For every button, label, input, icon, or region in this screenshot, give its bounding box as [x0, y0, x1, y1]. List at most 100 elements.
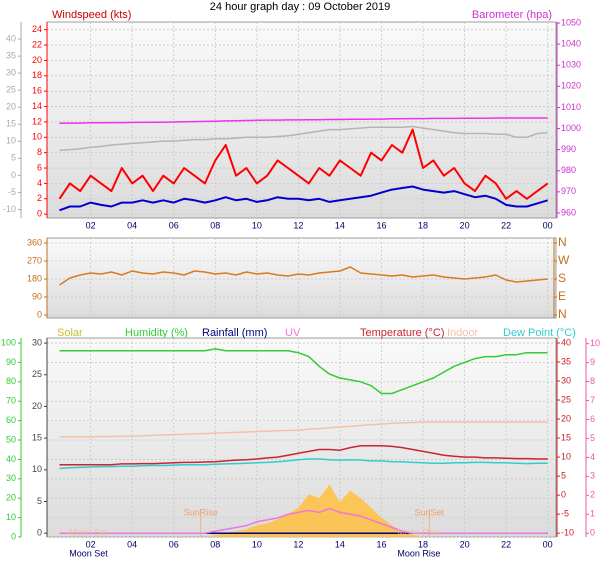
- y-tick-label: 4: [37, 178, 42, 188]
- y-tick-label: 360: [27, 237, 42, 247]
- y-tick-label: 270: [27, 255, 42, 265]
- y-tick-label: 12: [32, 116, 42, 126]
- y-tick-label: 8: [37, 147, 42, 157]
- y-tick-label: 10: [590, 338, 600, 348]
- legend-label: Rainfall (mm): [202, 327, 267, 339]
- y-tick-label: 6: [590, 414, 595, 424]
- y-tick-label: 0: [590, 528, 595, 538]
- y-tick-label: N: [558, 235, 567, 249]
- x-tick-label: 12: [293, 220, 303, 230]
- y-tick-label: 1020: [561, 81, 581, 91]
- y-tick-label: 15: [32, 433, 42, 443]
- series-line: [59, 348, 548, 395]
- moon-event-label: Moon Rise: [397, 548, 440, 558]
- y-tick-label: 960: [561, 207, 576, 217]
- sun-event-label: SunRise: [184, 507, 218, 517]
- y-tick-label: 90: [6, 357, 16, 367]
- y-tick-label: 15: [6, 119, 16, 129]
- y-tick-label: 980: [561, 165, 576, 175]
- y-tick-label: W: [558, 253, 570, 267]
- x-tick-label: 04: [127, 539, 137, 549]
- axis-label: Windspeed (kts): [52, 9, 131, 21]
- y-tick-label: N: [558, 307, 567, 321]
- x-tick-label: 16: [376, 220, 386, 230]
- x-tick-label: 06: [169, 220, 179, 230]
- x-tick-label: 22: [501, 539, 511, 549]
- series-line: [59, 421, 548, 438]
- x-tick-label: 06: [169, 539, 179, 549]
- x-tick-label: 22: [501, 220, 511, 230]
- y-tick-label: 30: [561, 375, 571, 385]
- x-tick-label: 18: [418, 220, 428, 230]
- y-tick-label: 20: [32, 55, 42, 65]
- y-tick-label: 70: [6, 396, 16, 406]
- y-tick-label: 10: [6, 136, 16, 146]
- series-line: [58, 128, 549, 200]
- y-tick-label: 20: [32, 401, 42, 411]
- y-tick-label: 10: [32, 464, 42, 474]
- y-tick-label: 5: [11, 153, 16, 163]
- x-tick-label: 02: [86, 220, 96, 230]
- y-tick-label: 18: [32, 70, 42, 80]
- y-tick-label: 0: [11, 170, 16, 180]
- x-tick-label: 14: [335, 220, 345, 230]
- x-tick-label: 18: [418, 539, 428, 549]
- series-line: [59, 117, 548, 125]
- y-tick-label: 20: [6, 102, 16, 112]
- y-tick-label: 0: [37, 309, 42, 319]
- y-tick-label: -5: [8, 187, 16, 197]
- moon-event-label: Moon Set: [69, 527, 108, 537]
- legend-label: Temperature (°C): [360, 327, 444, 339]
- y-tick-label: E: [558, 289, 566, 303]
- x-tick-label: 20: [460, 220, 470, 230]
- y-tick-label: 25: [32, 369, 42, 379]
- y-tick-label: 10: [32, 132, 42, 142]
- legend-label: UV: [285, 327, 301, 339]
- y-tick-label: 1010: [561, 102, 581, 112]
- y-tick-label: 90: [32, 291, 42, 301]
- legend-label: Dew Point (°C): [503, 327, 576, 339]
- y-tick-label: 30: [32, 337, 42, 347]
- y-tick-label: 0: [561, 490, 566, 500]
- y-tick-label: 30: [6, 68, 16, 78]
- y-tick-label: 0: [37, 528, 42, 538]
- y-tick-label: 24: [32, 24, 42, 34]
- series-line: [59, 125, 548, 152]
- series-line: [59, 185, 548, 212]
- y-tick-label: 40: [6, 33, 16, 43]
- y-tick-label: 14: [32, 101, 42, 111]
- y-tick-label: 50: [6, 434, 16, 444]
- y-tick-label: 1050: [561, 17, 581, 27]
- y-tick-label: 7: [590, 395, 595, 405]
- y-tick-label: 0: [11, 531, 16, 541]
- y-tick-label: -5: [561, 509, 569, 519]
- y-tick-label: 0: [37, 209, 42, 219]
- series-line: [59, 266, 548, 286]
- y-tick-label: 1000: [561, 123, 581, 133]
- moon-event-label: Moon Rise: [397, 527, 440, 537]
- y-tick-label: 970: [561, 186, 576, 196]
- y-tick-label: 100: [1, 337, 16, 347]
- y-tick-label: 40: [561, 337, 571, 347]
- y-tick-label: 3: [590, 471, 595, 481]
- y-tick-label: 5: [590, 433, 595, 443]
- y-tick-label: S: [558, 271, 566, 285]
- series-line: [59, 458, 548, 470]
- x-tick-label: 14: [335, 539, 345, 549]
- y-tick-label: 30: [6, 473, 16, 483]
- y-tick-label: 1: [590, 509, 595, 519]
- legend-label: Solar: [57, 327, 83, 339]
- y-tick-label: 22: [32, 39, 42, 49]
- x-tick-label: 12: [293, 539, 303, 549]
- y-tick-label: 9: [590, 357, 595, 367]
- y-tick-label: 25: [6, 85, 16, 95]
- axis-label: Barometer (hpa): [472, 9, 552, 21]
- y-tick-label: 4: [590, 452, 595, 462]
- y-tick-label: 25: [561, 394, 571, 404]
- y-tick-label: 16: [32, 86, 42, 96]
- legend-label: Indoor: [447, 327, 479, 339]
- x-tick-label: 08: [210, 539, 220, 549]
- y-tick-label: 20: [561, 413, 571, 423]
- x-tick-label: 20: [460, 539, 470, 549]
